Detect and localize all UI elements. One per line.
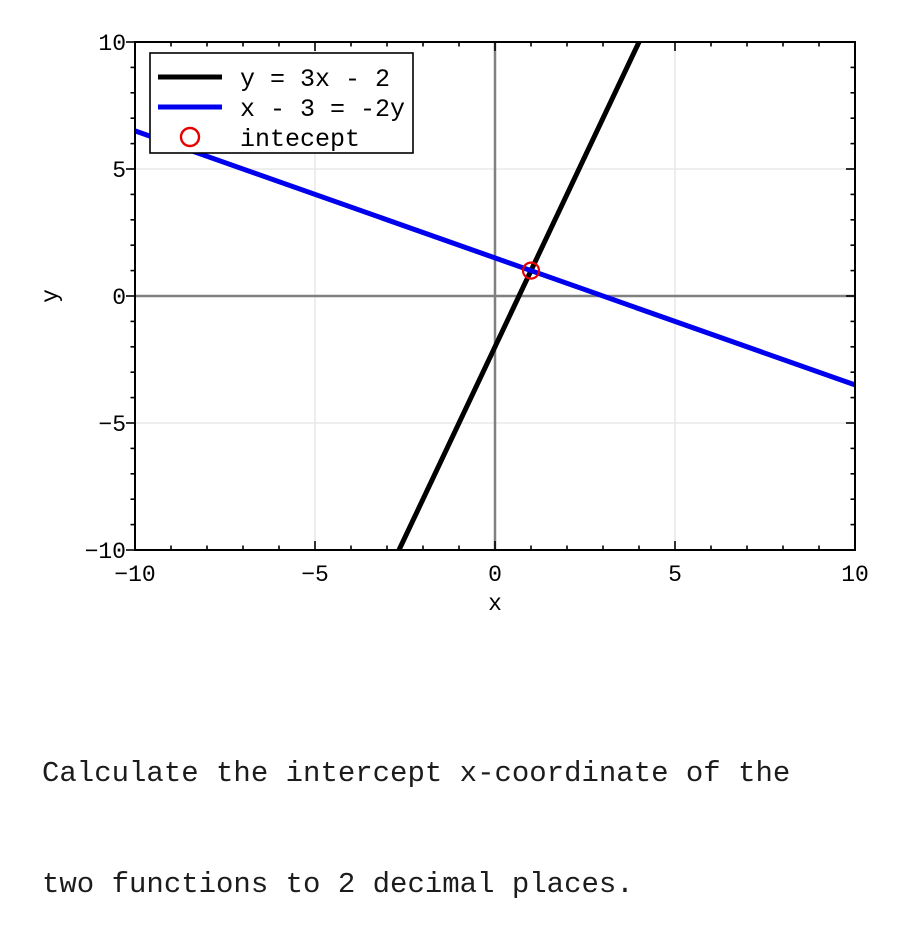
legend-swatch-marker <box>179 126 201 148</box>
tick-labels: −10 −5 0 5 10 −10 −5 0 5 10 <box>85 31 869 588</box>
intercept-marker <box>521 261 541 280</box>
series-lines <box>135 42 855 550</box>
legend-label: intecept <box>240 125 360 154</box>
zero-axis-lines <box>135 42 855 550</box>
series-line-0 <box>396 42 642 550</box>
x-tick-label: 0 <box>488 562 502 588</box>
x-tick-label: 5 <box>668 562 682 588</box>
plot-frame <box>134 41 856 551</box>
x-tick-label: −10 <box>114 562 155 588</box>
x-tick-label: 10 <box>841 562 869 588</box>
x-tick-label: −5 <box>301 562 329 588</box>
y-tick-label: −10 <box>85 539 126 565</box>
y-tick-label: 0 <box>112 285 126 311</box>
question-line-2: two functions to 2 decimal places. <box>42 868 634 901</box>
legend-label: x - 3 = -2y <box>240 95 405 124</box>
question-text: Calculate the intercept x-coordinate of … <box>42 681 790 940</box>
y-axis-label: y <box>38 289 64 303</box>
x-axis-label: x <box>488 591 502 617</box>
y-tick-label: −5 <box>98 412 126 438</box>
series-line-1 <box>135 128 855 388</box>
y-tick-label: 5 <box>112 158 126 184</box>
y-tick-label: 10 <box>98 31 126 57</box>
legend-box <box>149 52 414 154</box>
question-line-1: Calculate the intercept x-coordinate of … <box>42 757 791 790</box>
legend-label: y = 3x - 2 <box>240 65 390 94</box>
